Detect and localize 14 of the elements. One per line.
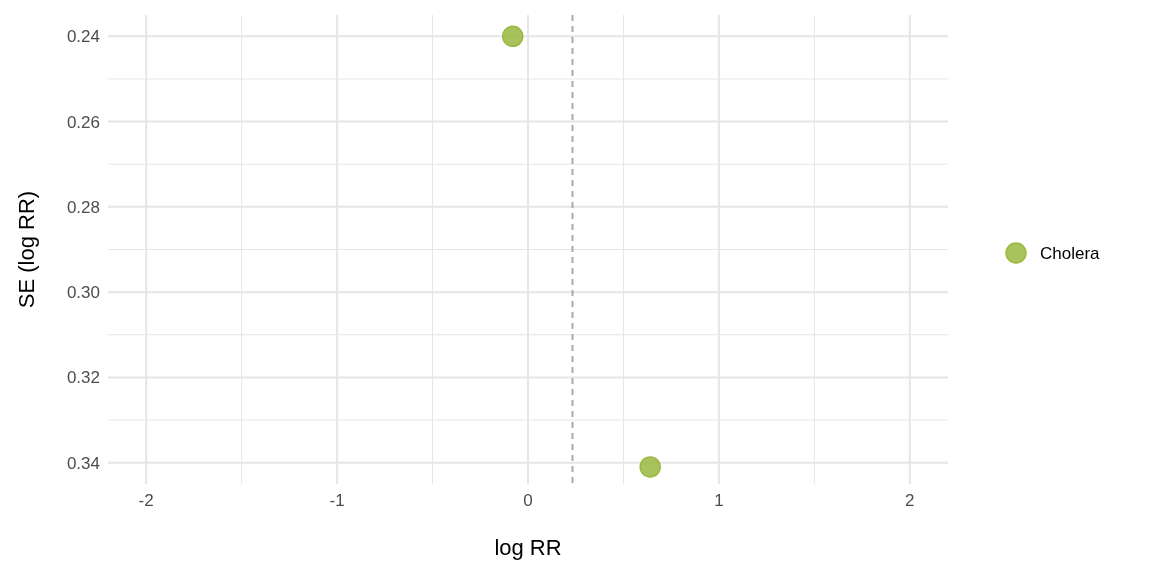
y-tick-label: 0.24 <box>66 27 100 47</box>
x-tick-label: -1 <box>329 491 345 510</box>
x-tick-label: 1 <box>714 491 724 510</box>
y-tick-label: 0.34 <box>66 453 100 473</box>
y-tick-label: 0.26 <box>66 112 100 132</box>
x-tick-label: 0 <box>523 491 533 510</box>
legend-label: Cholera <box>1040 244 1101 263</box>
y-axis-title: SE (log RR) <box>14 190 39 309</box>
x-tick-label: -2 <box>138 491 154 510</box>
x-tick-label: 2 <box>905 491 915 510</box>
y-tick-label: 0.28 <box>66 197 100 217</box>
y-tick-label: 0.30 <box>66 283 100 303</box>
y-tick-label: 0.32 <box>66 368 100 388</box>
x-axis-title: log RR <box>494 535 562 560</box>
